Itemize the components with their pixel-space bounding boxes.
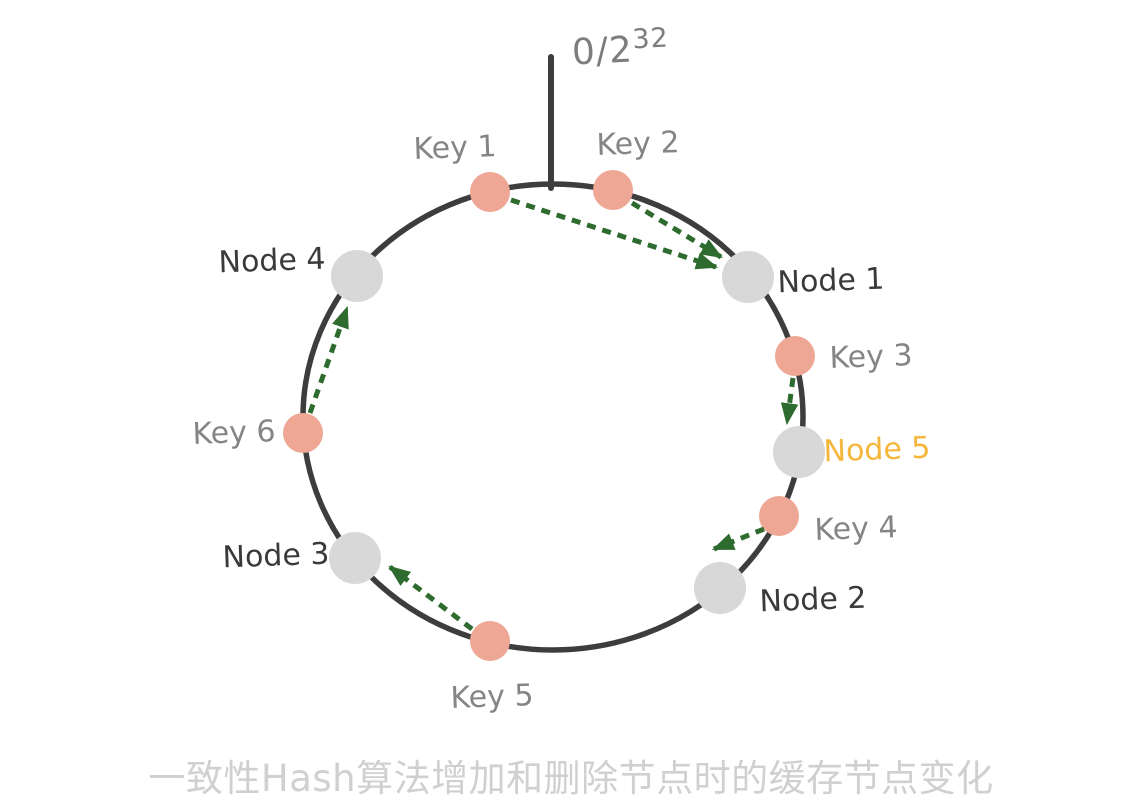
ring-labels-layer: Key 1 Key 2 Node 1 Key 3 Node 5 Key 4 Node 2 Ke…: [192, 125, 931, 716]
ring-label-key-6: Key 6: [192, 414, 276, 452]
mapping-arrow-key-5-to-node-3: [388, 565, 474, 631]
ring-dot-node-4: [331, 250, 383, 302]
ring-dot-key-4: [759, 496, 799, 536]
ring-label-key-4: Key 4: [814, 510, 898, 548]
ring-dot-key-5: [470, 621, 510, 661]
ring-dot-node-2: [694, 562, 746, 614]
ring-dot-node-1: [722, 251, 774, 303]
ring-label-key-3: Key 3: [829, 338, 913, 376]
origin-label: 0/232: [570, 22, 670, 74]
ring-label-node-5: Node 5: [823, 431, 931, 470]
mapping-arrow-key-6-to-node-4: [307, 305, 350, 414]
ring-label-node-2: Node 2: [759, 581, 867, 620]
ring-label-key-1: Key 1: [413, 129, 497, 167]
ring-label-node-3: Node 3: [222, 537, 330, 576]
ring-dots-layer: [283, 170, 825, 661]
ring-label-node-4: Node 4: [218, 242, 326, 281]
mapping-arrows-layer: [307, 197, 799, 631]
ring-dot-node-5: [773, 426, 825, 478]
ring-dot-key-6: [283, 413, 323, 453]
mapping-arrow-key-4-to-node-2: [711, 526, 765, 552]
ring-label-key-5: Key 5: [450, 678, 534, 716]
diagram-caption: 一致性Hash算法增加和删除节点时的缓存节点变化: [148, 757, 994, 800]
ring-dot-key-2: [593, 170, 633, 210]
ring-dot-key-1: [470, 172, 510, 212]
ring-dot-key-3: [775, 336, 815, 376]
mapping-arrow-key-1-to-node-1: [510, 197, 719, 270]
origin-label-exponent: 32: [631, 22, 670, 56]
ring-dot-node-3: [329, 532, 381, 584]
origin-label-base: 0/2: [570, 29, 634, 74]
mapping-arrow-key-2-to-node-1: [630, 200, 723, 260]
mapping-arrow-key-3-to-node-5: [780, 377, 799, 426]
ring-label-key-2: Key 2: [596, 125, 680, 163]
ring-label-node-1: Node 1: [777, 262, 885, 301]
